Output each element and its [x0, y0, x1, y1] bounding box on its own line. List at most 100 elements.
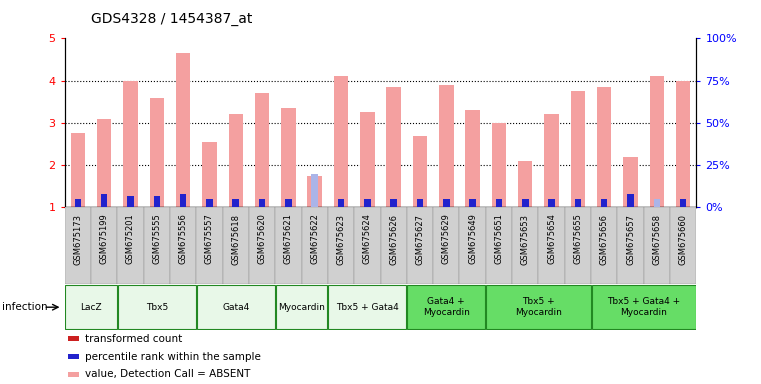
Bar — [68, 336, 79, 341]
Bar — [439, 85, 454, 207]
Text: GSM675620: GSM675620 — [257, 214, 266, 264]
Bar — [407, 285, 486, 329]
Bar — [281, 108, 295, 207]
Text: GSM675626: GSM675626 — [389, 214, 398, 265]
Text: value, Detection Call = ABSENT: value, Detection Call = ABSENT — [85, 369, 250, 379]
Bar — [68, 372, 79, 377]
Bar — [275, 285, 327, 329]
Bar — [470, 199, 476, 207]
Bar — [407, 207, 433, 284]
Text: GSM675655: GSM675655 — [573, 214, 582, 264]
Text: infection: infection — [2, 302, 47, 312]
Text: Myocardin: Myocardin — [278, 303, 325, 312]
Bar — [492, 123, 506, 207]
Bar — [176, 53, 190, 207]
Bar — [601, 199, 607, 207]
Bar — [75, 199, 81, 207]
Text: GSM675627: GSM675627 — [416, 214, 425, 265]
Bar — [486, 285, 591, 329]
Bar — [364, 199, 371, 207]
Bar — [223, 207, 249, 284]
Bar — [544, 114, 559, 207]
Bar — [127, 195, 134, 207]
Text: Tbx5: Tbx5 — [145, 303, 168, 312]
Bar — [539, 207, 565, 284]
Bar — [255, 93, 269, 207]
Bar — [466, 110, 480, 207]
Bar — [387, 87, 401, 207]
Text: GSM675623: GSM675623 — [336, 214, 345, 265]
Bar — [565, 207, 591, 284]
Bar — [117, 207, 144, 284]
Text: GSM675629: GSM675629 — [442, 214, 451, 264]
Text: Tbx5 + Gata4: Tbx5 + Gata4 — [336, 303, 399, 312]
Text: GSM675556: GSM675556 — [179, 214, 188, 264]
Text: GSM675658: GSM675658 — [652, 214, 661, 265]
Text: GSM675651: GSM675651 — [495, 214, 504, 264]
Bar — [65, 207, 91, 284]
Text: GSM675624: GSM675624 — [363, 214, 372, 264]
Text: Tbx5 +
Myocardin: Tbx5 + Myocardin — [515, 298, 562, 317]
Bar — [670, 207, 696, 284]
Bar — [433, 207, 460, 284]
Bar — [329, 285, 406, 329]
Bar — [228, 114, 243, 207]
Text: GDS4328 / 1454387_at: GDS4328 / 1454387_at — [91, 12, 253, 25]
Bar — [650, 76, 664, 207]
Bar — [417, 199, 423, 207]
Bar — [97, 119, 111, 207]
Bar — [591, 285, 696, 329]
Bar — [548, 199, 555, 207]
Bar — [644, 207, 670, 284]
Bar — [597, 87, 611, 207]
Bar — [206, 199, 213, 207]
Bar — [202, 142, 217, 207]
Bar — [150, 98, 164, 207]
Bar — [412, 136, 427, 207]
Text: Gata4: Gata4 — [222, 303, 250, 312]
Text: GSM675660: GSM675660 — [679, 214, 688, 265]
Bar — [65, 285, 116, 329]
Bar — [118, 285, 196, 329]
Text: GSM675618: GSM675618 — [231, 214, 240, 265]
Text: GSM675654: GSM675654 — [547, 214, 556, 264]
Bar — [275, 207, 301, 284]
Bar — [571, 91, 585, 207]
Text: GSM675555: GSM675555 — [152, 214, 161, 264]
Bar — [460, 207, 486, 284]
Text: GSM675653: GSM675653 — [521, 214, 530, 265]
Bar — [154, 195, 160, 207]
Bar — [307, 176, 322, 207]
Bar — [91, 207, 117, 284]
Bar — [617, 207, 644, 284]
Bar — [170, 207, 196, 284]
Bar — [123, 81, 138, 207]
Bar — [591, 207, 617, 284]
Text: GSM675657: GSM675657 — [626, 214, 635, 265]
Bar — [354, 207, 380, 284]
Bar — [623, 157, 638, 207]
Bar — [680, 199, 686, 207]
Text: transformed count: transformed count — [85, 334, 182, 344]
Bar — [232, 199, 239, 207]
Bar — [71, 134, 85, 207]
Bar — [259, 199, 266, 207]
Text: Gata4 +
Myocardin: Gata4 + Myocardin — [423, 298, 470, 317]
Bar — [197, 285, 275, 329]
Bar — [512, 207, 539, 284]
Bar — [285, 199, 291, 207]
Bar — [522, 199, 529, 207]
Bar — [495, 199, 502, 207]
Bar — [311, 174, 318, 207]
Bar — [443, 199, 450, 207]
Text: GSM675622: GSM675622 — [310, 214, 319, 264]
Bar — [334, 76, 349, 207]
Bar — [627, 194, 634, 207]
Bar — [301, 207, 328, 284]
Text: percentile rank within the sample: percentile rank within the sample — [85, 351, 261, 361]
Bar — [575, 199, 581, 207]
Bar — [380, 207, 407, 284]
Text: GSM675201: GSM675201 — [126, 214, 135, 264]
Bar — [68, 354, 79, 359]
Bar — [180, 194, 186, 207]
